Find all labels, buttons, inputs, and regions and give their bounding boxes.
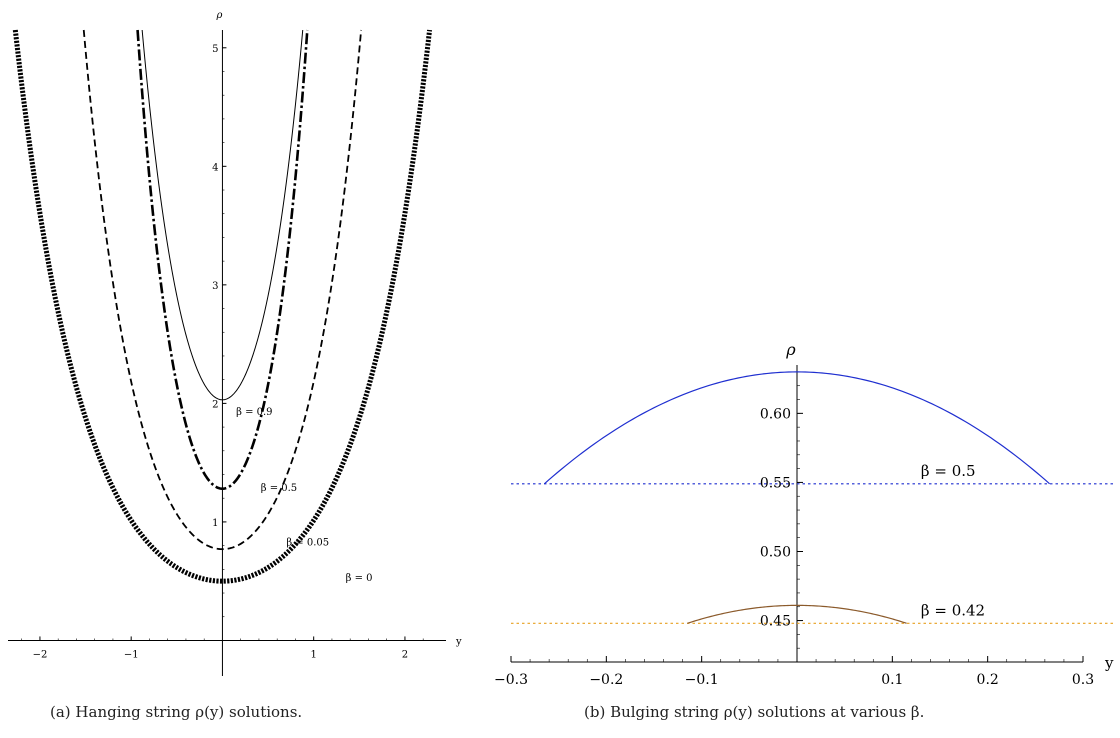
panel-b-series-line (543, 371, 1051, 485)
panel-a-y-label: ρ (215, 10, 222, 21)
panel-b-x-tick-label: 0.1 (881, 672, 903, 688)
caption-b: (b) Bulging string ρ(y) solutions at var… (584, 703, 925, 721)
panel-b-x-tick-label: −0.2 (589, 672, 623, 688)
panel-a-y-tick-label: 2 (212, 399, 218, 410)
panel-b-y-tick-label: 0.60 (760, 406, 791, 422)
panel-a-x-tick-label: 2 (402, 649, 408, 660)
panel-a-series-label: β = 0.05 (286, 538, 329, 549)
panel-a-series-line (12, 29, 433, 584)
panel-a-series-label: β = 0.5 (261, 483, 297, 494)
panel-b-x-tick-label: −0.1 (685, 672, 719, 688)
panel-b-x-tick-label: 0.2 (977, 672, 999, 688)
panel-a-curves (12, 29, 433, 584)
panel-a-series-line (141, 29, 304, 401)
panel-b-asymptotes (511, 483, 1113, 624)
panel-a-y-tick-label: 1 (212, 518, 218, 529)
panel-b-series-labels: β = 0.5 β = 0.42 (921, 462, 985, 620)
panel-a-series-label: β = 0.9 (236, 407, 272, 418)
panel-a-x-ticks: −2 −1 1 2 (21, 636, 424, 660)
panel-b-series-line (687, 604, 907, 624)
panel-b-x-label: y (1104, 654, 1114, 672)
panel-a-series-line (82, 29, 363, 551)
panel-a-series-labels: β = 0.9 β = 0.5 β = 0.05 β = 0 (236, 407, 372, 584)
panel-a-x-label: y (455, 636, 462, 647)
panel-a-series-label: β = 0 (346, 573, 373, 584)
panel-b-y-tick-label: 0.50 (760, 544, 791, 560)
caption-a: (a) Hanging string ρ(y) solutions. (50, 703, 303, 721)
panel-a-y-tick-label: 5 (212, 44, 218, 55)
panel-a-y-ticks: 1 2 3 4 5 (212, 44, 227, 618)
panel-a-x-tick-label: −2 (33, 649, 48, 660)
panel-b-curves (543, 371, 1051, 624)
panel-a-x-tick-label: −1 (124, 649, 139, 660)
panel-a-y-tick-label: 3 (212, 281, 218, 292)
panel-a-y-tick-label: 4 (212, 162, 218, 173)
panel-b-series-label: β = 0.42 (921, 601, 985, 619)
panel-b-x-ticks: −0.3 −0.2 −0.1 0.1 0.2 0.3 (494, 656, 1094, 688)
panel-b-x-tick-label: 0.3 (1072, 672, 1094, 688)
panel-a-series-line (136, 29, 309, 491)
panel-b: −0.3 −0.2 −0.1 0.1 0.2 0.3 0.450.500.550.60 β… (494, 340, 1114, 688)
panel-b-y-tick-label: 0.45 (760, 614, 791, 630)
panel-a-x-tick-label: 1 (311, 649, 317, 660)
panel-b-series-label: β = 0.5 (921, 462, 976, 480)
panel-b-y-ticks: 0.450.500.550.60 (760, 371, 803, 649)
panel-b-y-label: ρ (785, 340, 796, 359)
panel-b-x-tick-label: −0.3 (494, 672, 528, 688)
